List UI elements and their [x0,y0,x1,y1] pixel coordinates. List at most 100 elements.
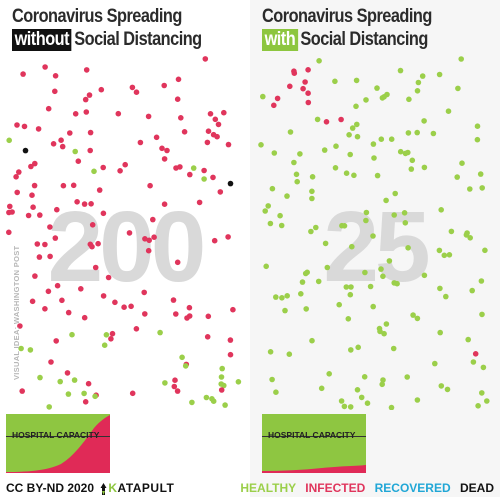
person-dot [322,240,329,247]
person-dot [294,178,300,185]
person-dot [47,253,53,260]
license-label: CC BY-ND 2020 [6,481,95,495]
person-dot [291,70,298,76]
person-dot [215,121,222,128]
person-dot [309,174,316,180]
person-dot [345,316,352,322]
person-dot [347,404,354,410]
person-dot [302,79,308,85]
person-dot [414,88,421,94]
person-dot [161,156,168,162]
person-dot [175,76,182,83]
left-title-rest: Social Distancing [74,29,202,50]
person-dot [161,201,168,207]
person-dot [42,306,48,312]
person-dot [46,404,52,410]
person-dot [212,116,219,123]
person-dot [78,286,84,292]
person-dot [467,235,473,241]
person-dot [15,169,22,175]
person-dot [25,212,32,219]
right-capacity-label: HOSPITAL CAPACITY [268,430,356,440]
person-dot [70,182,77,189]
right-title-highlight: with [262,29,298,51]
person-dot [89,222,96,228]
person-dot [415,79,422,86]
person-dot [81,390,87,397]
person-dot [164,147,170,154]
person-dot [469,287,475,294]
person-dot [204,139,211,146]
person-dot [145,113,152,120]
person-dot [410,312,416,318]
left-capacity-label: HOSPITAL CAPACITY [12,430,100,440]
person-dot [454,174,460,180]
person-dot [47,224,53,230]
person-dot [218,374,225,380]
legend-dead: DEAD [459,481,494,495]
person-dot [52,73,59,79]
person-dot [392,190,398,197]
person-dot [484,398,490,404]
person-dot [112,299,118,306]
left-title-line1: Coronavirus Spreading [12,6,182,27]
person-dot [354,387,361,393]
person-dot [388,136,395,142]
person-dot [83,67,90,73]
person-dot [225,141,232,148]
person-dot [421,272,428,279]
legend-recovered: RECOVERED [374,481,451,495]
person-dot [287,83,293,90]
person-dot [209,396,215,402]
person-dot [60,182,67,189]
person-dot [65,309,72,316]
person-dot [42,64,48,70]
person-dot [178,115,184,121]
person-dot [129,84,136,91]
person-dot [459,160,465,166]
left-dot-field [6,56,242,410]
person-dot [326,371,332,377]
person-dot [378,136,385,142]
person-dot [479,185,485,191]
person-dot [117,168,123,174]
person-dot [170,297,177,303]
person-dot [146,237,152,244]
left-title-highlight: without [12,29,72,51]
person-dot [141,289,147,296]
person-dot [30,204,36,210]
person-dot [421,118,427,124]
person-dot [470,359,477,365]
person-dot [19,388,26,394]
person-dot [128,303,134,310]
person-dot [383,321,390,327]
legend-healthy: HEALTHY [240,481,296,495]
person-dot [162,380,168,386]
person-dot [153,134,160,141]
person-dot [455,85,461,92]
person-dot [50,141,57,147]
person-dot [72,148,78,155]
person-dot [83,109,90,115]
person-dot [100,210,107,217]
person-dot [91,168,97,175]
person-dot [227,180,234,187]
person-dot [370,141,377,147]
person-dot [258,142,264,148]
person-dot [293,171,300,178]
left-hospital-chart: HOSPITAL CAPACITY [6,414,110,473]
person-dot [88,201,94,207]
person-dot [472,351,479,357]
right-hospital-chart: HOSPITAL CAPACITY [262,414,366,473]
person-dot [74,199,80,205]
person-dot [408,166,415,172]
person-dot [338,398,345,404]
person-dot [305,90,311,96]
person-dot [299,279,306,285]
person-dot [133,89,140,95]
person-dot [235,379,242,385]
right-title-line1: Coronavirus Spreading [262,6,432,27]
person-dot [419,73,426,79]
person-dot [14,189,20,196]
person-dot [205,313,212,320]
